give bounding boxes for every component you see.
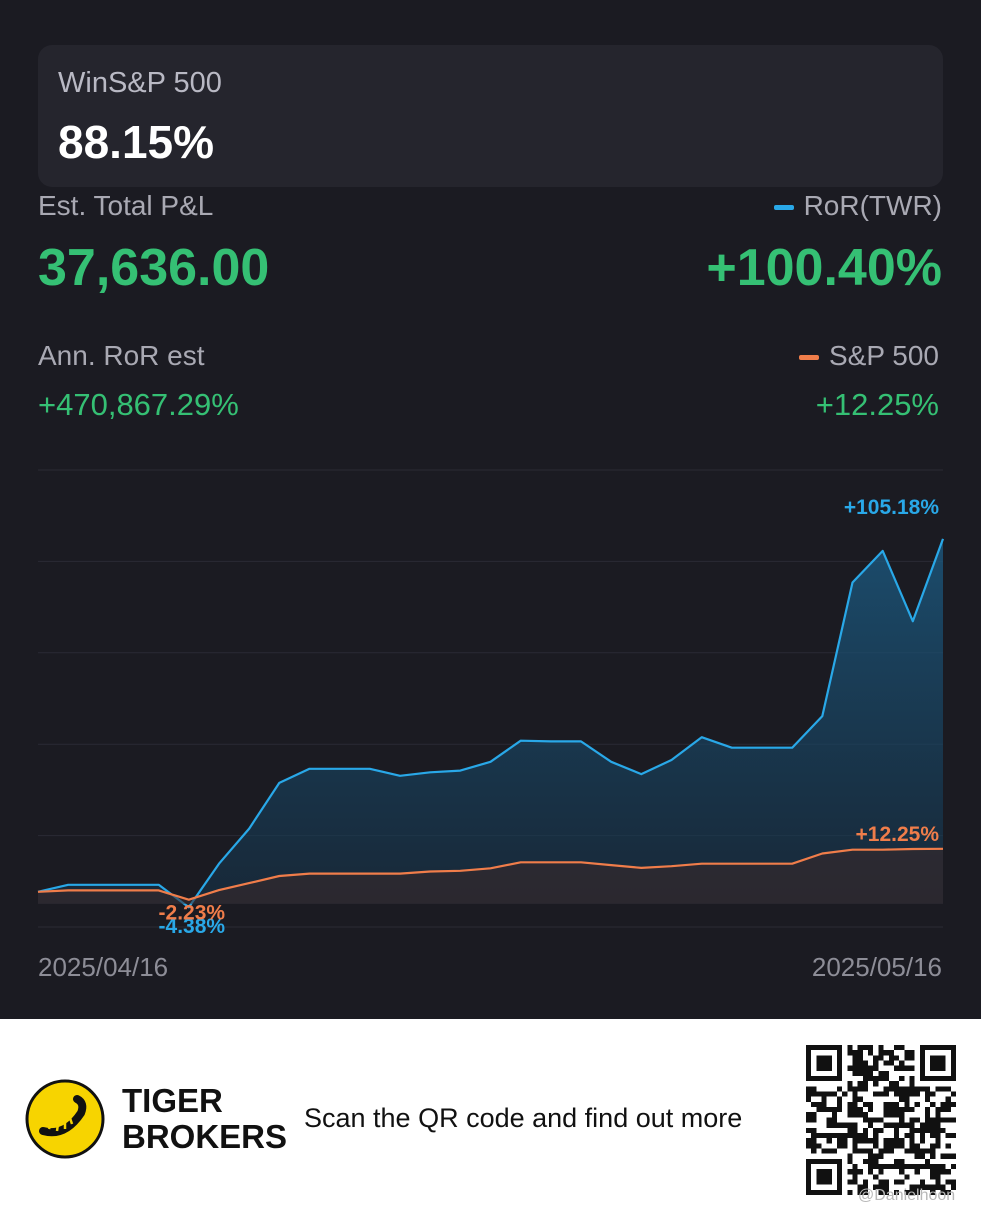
ror-min-label: -4.38%	[159, 915, 226, 938]
ror-value: +100.40%	[706, 239, 942, 297]
ror-legend-swatch	[773, 205, 794, 211]
x-tick-start: 2025/04/16	[38, 952, 169, 982]
sp500-area	[38, 848, 943, 904]
performance-chart: +105.18% -4.38% +12.25% -2.23%	[37, 469, 945, 938]
total-pnl-value: 37,636.00	[38, 239, 270, 297]
ror-area	[38, 538, 943, 908]
brand-name: TIGER BROKERS	[122, 1083, 287, 1155]
win-rate-label: WinS&P 500	[58, 67, 222, 99]
watermark: @Danielhoon	[858, 1187, 956, 1204]
performance-panel: WinS&P 500 88.15% Est. Total P&L 37,636.…	[37, 45, 945, 982]
qr-code[interactable]	[806, 1045, 956, 1195]
scan-prompt: Scan the QR code and find out more	[304, 1103, 743, 1133]
sp500-legend: S&P 500	[798, 340, 939, 372]
ann-ror-label: Ann. RoR est	[38, 340, 205, 371]
ror-line	[37, 538, 945, 909]
brand-line-2: BROKERS	[122, 1118, 288, 1155]
win-rate-card: WinS&P 500 88.15%	[38, 45, 943, 187]
ror-legend: RoR(TWR)	[773, 190, 942, 222]
share-footer: TIGER BROKERS Scan the QR code and find …	[0, 1019, 981, 1219]
total-pnl-label: Est. Total P&L	[38, 190, 214, 221]
x-tick-end: 2025/05/16	[811, 952, 942, 982]
sp500-legend-swatch	[798, 355, 819, 361]
sp500-legend-label: S&P 500	[828, 340, 939, 371]
sp500-min-label: -2.23%	[159, 902, 226, 925]
sp500-line	[37, 847, 944, 901]
brand-line-1: TIGER	[122, 1082, 223, 1119]
ror-max-label: +105.18%	[844, 496, 939, 519]
tiger-brokers-logo	[25, 1079, 105, 1159]
ror-legend-label: RoR(TWR)	[803, 190, 942, 221]
sp500-max-label: +12.25%	[856, 823, 940, 846]
ann-ror-value: +470,867.29%	[38, 387, 239, 422]
win-rate-value: 88.15%	[58, 116, 215, 168]
sp500-value: +12.25%	[815, 387, 939, 422]
